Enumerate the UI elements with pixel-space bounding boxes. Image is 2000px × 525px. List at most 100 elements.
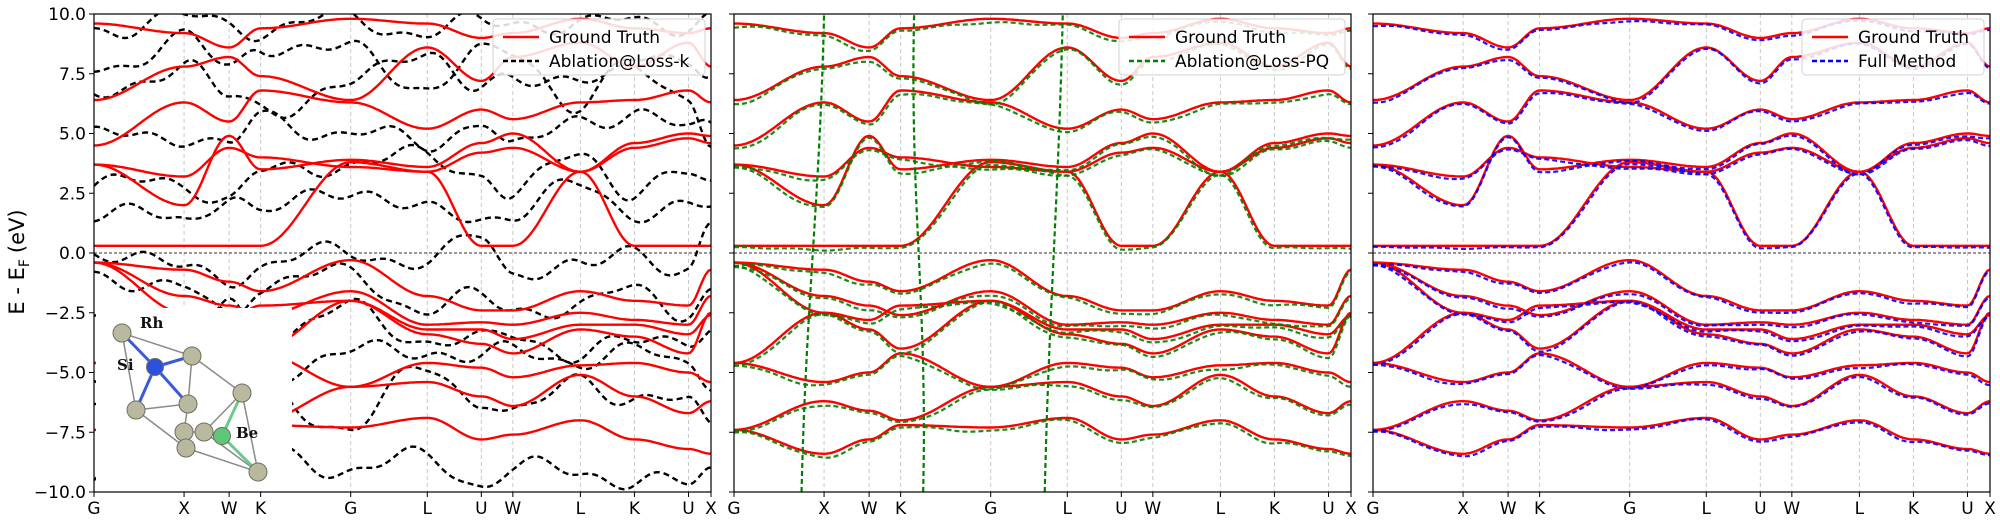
predicted-band: [734, 139, 1351, 182]
legend-label: Ground Truth: [1858, 28, 1969, 48]
x-tick-label: X: [178, 499, 190, 519]
ground-truth-band: [1373, 261, 1990, 341]
x-tick-label: U: [1754, 499, 1766, 519]
legend: Ground Truth Ablation@Loss-PQ: [1118, 18, 1346, 76]
atom-rh: [176, 438, 196, 458]
x-tick-label: G: [727, 499, 740, 519]
ground-truth-band: [94, 259, 711, 312]
atom-be: [213, 427, 231, 445]
ground-truth-band: [1373, 89, 1990, 147]
bond: [191, 355, 243, 394]
x-tick-label: G: [1623, 499, 1636, 519]
y-tick-label: 10.0: [48, 5, 86, 25]
x-tick-label: L: [423, 499, 433, 519]
x-tick-label: K: [1908, 499, 1920, 519]
spurious-band: [800, 14, 826, 492]
predicted-band: [1373, 264, 1990, 329]
x-tick-label: U: [1961, 499, 1973, 519]
predicted-band: [1373, 163, 1990, 250]
predicted-band: [734, 264, 1351, 344]
x-tick-label: U: [475, 499, 487, 519]
predicted-band: [734, 135, 1351, 209]
ground-truth-band: [734, 352, 1351, 388]
predicted-band: [94, 14, 709, 43]
y-tick-label: 0.0: [59, 244, 86, 264]
x-tick-label: W: [504, 499, 521, 519]
bond: [241, 392, 259, 473]
ground-truth-band: [1373, 261, 1990, 326]
x-tick-label: L: [1702, 499, 1712, 519]
legend: Ground Truth Ablation@Loss-k: [492, 18, 706, 76]
spurious-band: [1043, 14, 1064, 492]
ground-truth-band: [734, 259, 1351, 312]
bands: [1373, 17, 1990, 458]
bond: [135, 409, 187, 449]
y-tick-label: −2.5: [45, 304, 86, 324]
ground-truth-band: [94, 132, 711, 207]
y-tick-label: 5.0: [59, 125, 86, 145]
spurious-band: [912, 14, 925, 492]
y-tick-label: 7.5: [59, 65, 86, 85]
x-tick-label: L: [576, 499, 586, 519]
legend-label: Ground Truth: [1175, 28, 1286, 48]
bond: [185, 447, 259, 473]
ground-truth-band: [94, 137, 711, 178]
bond: [203, 431, 259, 473]
crystal-structure-inset: Rh Si Be: [96, 307, 292, 491]
x-tick-label: K: [255, 499, 267, 519]
bond: [121, 332, 137, 411]
predicted-band: [1373, 263, 1990, 343]
x-tick-label: L: [1855, 499, 1865, 519]
ground-truth-band: [734, 416, 1351, 456]
predicted-band: [1373, 417, 1990, 458]
legend: Ground Truth Full Method: [1801, 18, 1985, 76]
predicted-band: [734, 265, 1351, 330]
atom-rh: [174, 422, 194, 442]
ground-truth-band: [94, 261, 711, 326]
x-tick-label: W: [861, 499, 878, 519]
predicted-band: [1373, 261, 1990, 314]
x-tick-label: G: [1366, 499, 1379, 519]
x-tick-label: K: [1534, 499, 1546, 519]
x-tick-label: U: [682, 499, 694, 519]
x-tick-label: K: [895, 499, 907, 519]
atom-rh: [178, 394, 198, 414]
x-tick-label: U: [1115, 499, 1127, 519]
predicted-band: [94, 51, 711, 148]
legend-box: [1118, 18, 1346, 76]
x-tick-label: W: [1144, 499, 1161, 519]
ground-truth-band: [734, 261, 1351, 326]
atom-rh: [248, 462, 268, 482]
y-axis-label-text: E - E: [5, 267, 29, 314]
atom-si: [146, 358, 164, 376]
ground-truth-band: [1373, 352, 1990, 388]
bond: [121, 332, 193, 357]
predicted-band: [94, 262, 711, 323]
x-tick-label: G: [87, 499, 100, 519]
legend-box: [492, 18, 706, 76]
legend-label: Ablation@Loss-k: [549, 52, 690, 72]
x-tick-label: L: [1216, 499, 1226, 519]
atom-rh: [182, 346, 202, 366]
y-tick-label: 2.5: [59, 184, 86, 204]
y-tick-label: −10.0: [34, 483, 86, 503]
x-tick-label: X: [1457, 499, 1469, 519]
x-tick-label: L: [1063, 499, 1073, 519]
x-tick-label: W: [221, 499, 238, 519]
predicted-band: [734, 93, 1351, 150]
predicted-band: [1373, 353, 1990, 390]
x-tick-label: K: [629, 499, 641, 519]
predicted-band: [1373, 91, 1990, 149]
y-axis-label-unit: (eV): [5, 209, 29, 253]
x-tick-label: X: [818, 499, 830, 519]
predicted-band: [1373, 375, 1990, 432]
y-axis-label-subscript: F: [17, 259, 33, 267]
predicted-band: [734, 262, 1351, 316]
x-tick-label: X: [1345, 499, 1357, 519]
x-tick-label: W: [1500, 499, 1517, 519]
atom-rh: [112, 323, 132, 343]
predicted-band: [1373, 139, 1990, 181]
x-tick-label: X: [1984, 499, 1996, 519]
